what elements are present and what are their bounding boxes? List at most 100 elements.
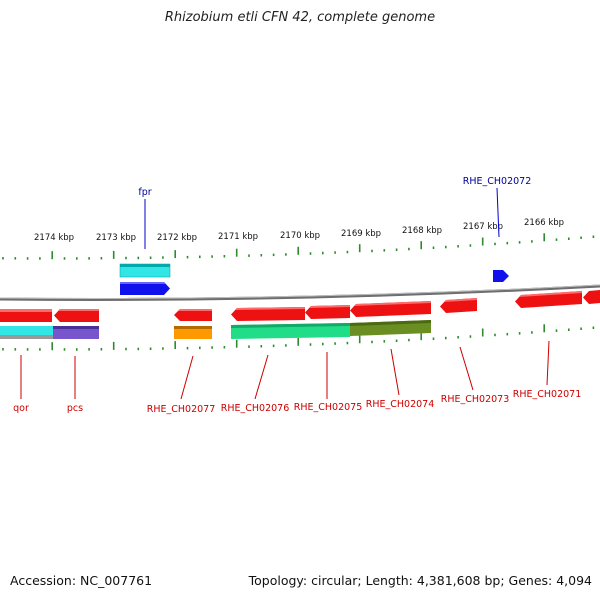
lower-ruler-minor-tick — [580, 327, 582, 330]
scale-label-2172: 2172 kbp — [157, 233, 197, 243]
upper-ruler-minor-tick — [2, 257, 4, 260]
lower-ruler-minor-tick — [88, 348, 90, 351]
upper-ruler-minor-tick — [76, 257, 78, 260]
lower-ruler-minor-tick — [14, 348, 17, 351]
upper-ruler-minor-tick — [285, 253, 287, 256]
upper-ruler-minor-tick — [322, 251, 324, 255]
upper-ruler-minor-tick — [592, 235, 595, 238]
upper-ruler-minor-tick — [568, 237, 570, 240]
upper-ruler-minor-tick — [395, 248, 398, 251]
lower-ruler-minor-tick — [408, 338, 410, 342]
upper-ruler-minor-tick — [272, 253, 275, 257]
lower-ruler-minor-tick — [211, 346, 213, 349]
label-rhe-ch02073[interactable]: RHE_CH02073 — [441, 394, 510, 405]
label-rhe-ch02077[interactable]: RHE_CH02077 — [147, 404, 216, 415]
upper-ruler-major-tick — [112, 250, 115, 259]
gene-rhe-ch02072[interactable] — [493, 270, 509, 282]
upper-ruler-minor-tick — [334, 251, 336, 254]
lower-ruler-major-tick — [235, 339, 238, 348]
lower-ruler-minor-tick — [149, 347, 152, 350]
lower-ruler-minor-tick — [457, 336, 459, 339]
lower-ruler-minor-tick — [223, 346, 226, 349]
leader-rhe-ch02077 — [180, 355, 194, 400]
genome-summary-text: Topology: circular; Length: 4,381,608 bp… — [248, 573, 592, 588]
label-pcs[interactable]: pcs — [67, 403, 83, 414]
feature-rhe-ch02077-annotation[interactable] — [174, 326, 212, 339]
label-rhe-ch02074[interactable]: RHE_CH02074 — [366, 399, 435, 410]
upper-ruler-major-tick — [235, 248, 238, 257]
gene-rhe-ch02077[interactable] — [174, 309, 212, 321]
upper-ruler-major-tick — [358, 244, 361, 253]
bottom-labels: qor pcs RHE_CH02077 RHE_CH02076 RHE_CH02… — [13, 389, 581, 415]
label-rhe-ch02072[interactable]: RHE_CH02072 — [463, 176, 532, 187]
scale-label-2170: 2170 kbp — [280, 231, 320, 241]
lower-ruler-minor-tick — [432, 337, 435, 340]
lower-ruler-minor-tick — [272, 344, 275, 348]
map-title: Rhizobium etli CFN 42, complete genome — [164, 10, 436, 25]
gene-rhe-ch02075[interactable] — [305, 305, 350, 319]
upper-ruler-minor-tick — [494, 242, 496, 246]
upper-ruler-minor-tick — [260, 254, 263, 257]
upper-ruler-minor-tick — [162, 256, 164, 259]
label-fpr[interactable]: fpr — [138, 187, 151, 198]
scale-label-2167: 2167 kbp — [463, 222, 503, 232]
lower-ruler-minor-tick — [445, 336, 447, 340]
upper-ruler-minor-tick — [469, 244, 472, 247]
upper-ruler-minor-tick — [371, 249, 373, 253]
lower-ruler-minor-tick — [63, 348, 66, 351]
lower-ruler-minor-tick — [260, 345, 263, 348]
gene-qor[interactable] — [0, 309, 52, 322]
lower-ruler-minor-tick — [199, 346, 201, 350]
gene-fpr[interactable] — [120, 282, 170, 295]
upper-ruler-minor-tick — [100, 257, 103, 260]
label-leaders — [20, 187, 550, 400]
upper-ruler-major-tick — [51, 251, 53, 260]
upper-ruler-minor-tick — [63, 257, 66, 260]
upper-ruler-minor-tick — [39, 257, 41, 260]
label-rhe-ch02071[interactable]: RHE_CH02071 — [513, 389, 582, 400]
label-qor[interactable]: qor — [13, 403, 29, 414]
lower-ruler-major-tick — [420, 332, 422, 341]
lower-ruler-minor-tick — [309, 343, 312, 346]
lower-ruler-minor-tick — [125, 347, 127, 351]
lower-ruler-minor-tick — [518, 332, 521, 335]
upper-ruler-minor-tick — [137, 256, 140, 260]
label-rhe-ch02075[interactable]: RHE_CH02075 — [294, 402, 363, 413]
lower-ruler-major-tick — [481, 328, 484, 337]
lower-ruler-minor-tick — [334, 342, 336, 345]
lower-ruler-minor-tick — [162, 347, 164, 350]
upper-ruler-major-tick — [174, 250, 176, 259]
lower-ruler-minor-tick — [100, 348, 103, 351]
lower-ruler-minor-tick — [39, 348, 41, 351]
scale-label-2174: 2174 kbp — [34, 233, 74, 243]
upper-ruler-minor-tick — [346, 250, 349, 254]
scale-label-2168: 2168 kbp — [402, 226, 442, 236]
scale-label-2171: 2171 kbp — [218, 232, 258, 242]
gene-rhe-ch02073[interactable] — [440, 298, 477, 313]
upper-ruler-minor-tick — [445, 245, 447, 249]
upper-ruler-minor-tick — [149, 256, 152, 259]
lower-ruler-minor-tick — [346, 341, 349, 345]
upper-ruler-minor-tick — [408, 247, 410, 251]
lower-ruler-major-tick — [358, 335, 361, 344]
upper-ruler-minor-tick — [186, 255, 189, 259]
scale-labels: 2174 kbp 2173 kbp 2172 kbp 2171 kbp 2170… — [34, 218, 564, 243]
lower-ruler-major-tick — [543, 324, 545, 333]
upper-ruler-minor-tick — [211, 255, 213, 258]
upper-ruler-minor-tick — [555, 238, 558, 241]
gene-rhe-ch02076[interactable] — [231, 307, 305, 321]
lower-ruler-minor-tick — [248, 345, 250, 348]
gene-pcs[interactable] — [54, 309, 99, 322]
gene-partial-right[interactable] — [583, 290, 600, 304]
leader-rhe-ch02074 — [390, 348, 400, 396]
feature-pcs-annotation[interactable] — [53, 326, 99, 339]
scale-label-2166: 2166 kbp — [524, 218, 564, 228]
lower-ruler-minor-tick — [395, 339, 398, 342]
label-rhe-ch02076[interactable]: RHE_CH02076 — [221, 403, 290, 414]
lower-ruler-minor-tick — [26, 348, 29, 351]
lower-ruler-major-tick — [297, 337, 299, 346]
upper-ruler-minor-tick — [248, 254, 250, 257]
upper-ruler-major-tick — [481, 237, 484, 246]
reverse-strand-features — [0, 290, 600, 339]
upper-ruler-minor-tick — [506, 241, 509, 245]
